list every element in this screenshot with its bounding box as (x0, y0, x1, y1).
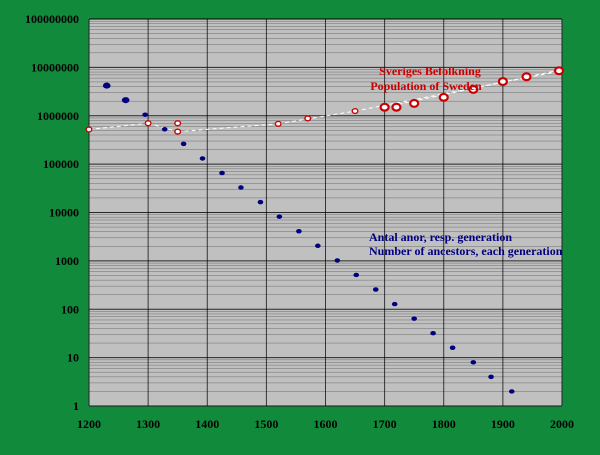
ancestors-label-en: Number of ancestors, each generation (369, 244, 563, 258)
ancestors-label-sv: Antal anor, resp. generation (369, 230, 512, 244)
y-tick-label: 1 (73, 399, 79, 413)
x-tick-label: 2000 (550, 417, 574, 431)
population-point (497, 77, 508, 87)
population-point (379, 102, 390, 112)
ancestors-point (411, 316, 417, 321)
ancestors-point (315, 243, 321, 249)
population-trend-line (147, 122, 178, 133)
ancestors-point (238, 185, 244, 190)
population-point (304, 115, 312, 122)
ancestors-point (142, 112, 148, 117)
population-point (351, 107, 359, 115)
population-point (553, 66, 565, 76)
population-point (409, 98, 420, 108)
y-tick-label: 1000000 (37, 109, 79, 123)
population-point (391, 102, 402, 112)
population-label-sv: Sveriges Befolkning (379, 64, 481, 78)
ancestors-point (180, 141, 187, 147)
ancestors-label: Antal anor, resp. generation Number of a… (369, 230, 563, 258)
x-tick-label: 1800 (432, 417, 456, 431)
ancestors-point (470, 360, 477, 365)
ancestors-point (296, 228, 302, 234)
y-tick-label: 10 (67, 351, 79, 365)
data-marks (85, 66, 565, 394)
ancestors-point (372, 287, 379, 292)
population-point (174, 128, 182, 135)
x-tick-label: 1700 (373, 417, 397, 431)
ancestors-point (257, 199, 264, 205)
ancestors-point (508, 389, 515, 394)
x-tick-label: 1200 (77, 417, 101, 431)
ancestors-point (199, 156, 206, 161)
ancestors-point (334, 258, 341, 263)
ancestors-point (430, 330, 436, 336)
x-tick-label: 1900 (491, 417, 515, 431)
population-trend-line (88, 122, 149, 130)
tick-labels: 1200 1300 1400 1500 1600 1700 1800 1900 2000 1 10 1… (25, 12, 574, 431)
population-point (438, 92, 449, 102)
ancestors-point (102, 82, 111, 89)
population-point (521, 72, 532, 82)
ancestors-point (161, 127, 168, 132)
ancestors-point (391, 301, 398, 307)
y-tick-label: 10000 (49, 206, 79, 220)
population-label: Sveriges Befolkning Population of Sweden (370, 64, 482, 93)
ancestors-point (219, 170, 225, 176)
x-tick-label: 1300 (136, 417, 160, 431)
population-point (468, 84, 479, 94)
x-tick-label: 1600 (314, 417, 338, 431)
y-tick-label: 100 (61, 302, 79, 316)
y-tick-label: 100000 (43, 157, 79, 171)
ancestors-point (353, 272, 360, 278)
population-point (174, 120, 182, 127)
ancestors-point (121, 97, 130, 104)
ancestors-point (488, 374, 494, 380)
y-tick-label: 10000000 (31, 60, 79, 74)
y-tick-label: 100000000 (25, 12, 79, 26)
x-tick-label: 1400 (195, 417, 219, 431)
population-trend-line (177, 123, 279, 133)
grid (88, 18, 563, 407)
x-tick-label: 1500 (254, 417, 278, 431)
population-trend-line (278, 110, 356, 125)
population-point (274, 120, 282, 127)
population-label-en: Population of Sweden (370, 79, 482, 93)
population-point (85, 126, 93, 133)
population-point (144, 120, 152, 127)
ancestors-point (276, 214, 283, 219)
y-tick-label: 1000 (55, 254, 79, 268)
ancestors-point (449, 345, 456, 350)
